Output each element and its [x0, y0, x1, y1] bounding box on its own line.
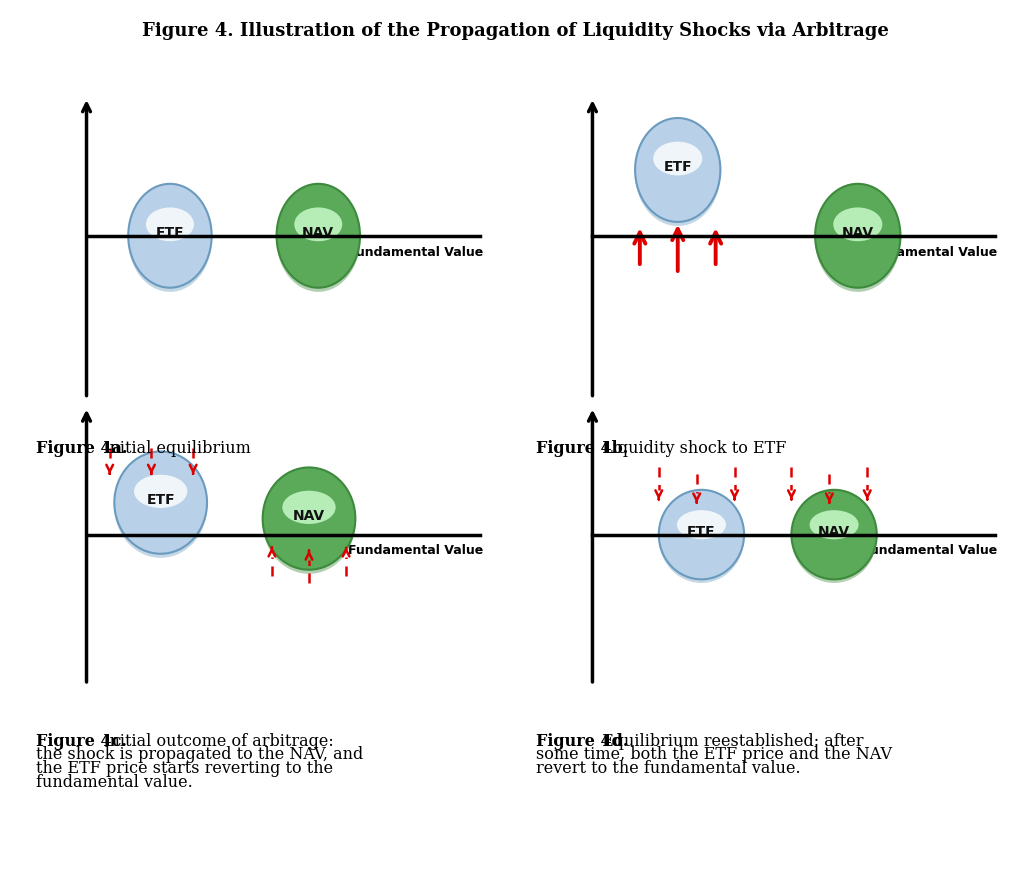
Text: Fundamental Value: Fundamental Value: [347, 246, 483, 259]
Ellipse shape: [815, 188, 900, 292]
Ellipse shape: [659, 490, 744, 579]
Ellipse shape: [263, 467, 355, 570]
Text: Fundamental Value: Fundamental Value: [347, 544, 483, 557]
Ellipse shape: [295, 208, 342, 242]
Ellipse shape: [146, 208, 194, 242]
Text: ETF: ETF: [663, 161, 692, 174]
Text: Initial equilibrium: Initial equilibrium: [98, 440, 250, 456]
Text: revert to the fundamental value.: revert to the fundamental value.: [536, 760, 800, 777]
Ellipse shape: [128, 188, 212, 292]
Ellipse shape: [282, 491, 336, 524]
Text: the ETF price starts reverting to the: the ETF price starts reverting to the: [36, 760, 333, 777]
Text: fundamental value.: fundamental value.: [36, 774, 193, 791]
Ellipse shape: [114, 456, 207, 558]
Text: ETF: ETF: [156, 226, 184, 240]
Text: some time, both the ETF price and the NAV: some time, both the ETF price and the NA…: [536, 747, 892, 764]
Ellipse shape: [114, 451, 207, 554]
Ellipse shape: [810, 511, 859, 539]
Ellipse shape: [791, 494, 877, 583]
Text: Figure 4d.: Figure 4d.: [536, 733, 628, 749]
Text: ETF: ETF: [687, 526, 716, 539]
Ellipse shape: [128, 184, 212, 288]
Text: NAV: NAV: [302, 226, 335, 240]
Ellipse shape: [636, 123, 720, 226]
Text: Liquidity shock to ETF: Liquidity shock to ETF: [597, 440, 787, 456]
Text: ETF: ETF: [146, 493, 175, 507]
Text: Figure 4. Illustration of the Propagation of Liquidity Shocks via Arbitrage: Figure 4. Illustration of the Propagatio…: [141, 22, 889, 40]
Ellipse shape: [134, 475, 187, 508]
Ellipse shape: [653, 142, 702, 176]
Ellipse shape: [677, 511, 726, 539]
Ellipse shape: [791, 490, 877, 579]
Text: Equilibrium reestablished: after: Equilibrium reestablished: after: [597, 733, 864, 749]
Ellipse shape: [833, 208, 883, 242]
Text: NAV: NAV: [842, 226, 873, 240]
Ellipse shape: [815, 184, 900, 288]
Text: Figure 4a.: Figure 4a.: [36, 440, 128, 456]
Ellipse shape: [276, 188, 359, 292]
Text: NAV: NAV: [293, 509, 325, 523]
Ellipse shape: [636, 118, 720, 222]
Text: Figure 4b.: Figure 4b.: [536, 440, 628, 456]
Text: the shock is propagated to the NAV, and: the shock is propagated to the NAV, and: [36, 747, 364, 764]
Ellipse shape: [659, 494, 744, 583]
Text: NAV: NAV: [818, 526, 850, 539]
Text: Fundamental Value: Fundamental Value: [862, 544, 997, 557]
Ellipse shape: [276, 184, 359, 288]
Text: Initial outcome of arbitrage:: Initial outcome of arbitrage:: [98, 733, 334, 749]
Text: Fundamental Value: Fundamental Value: [862, 246, 997, 259]
Ellipse shape: [263, 472, 355, 574]
Text: Figure 4c.: Figure 4c.: [36, 733, 127, 749]
